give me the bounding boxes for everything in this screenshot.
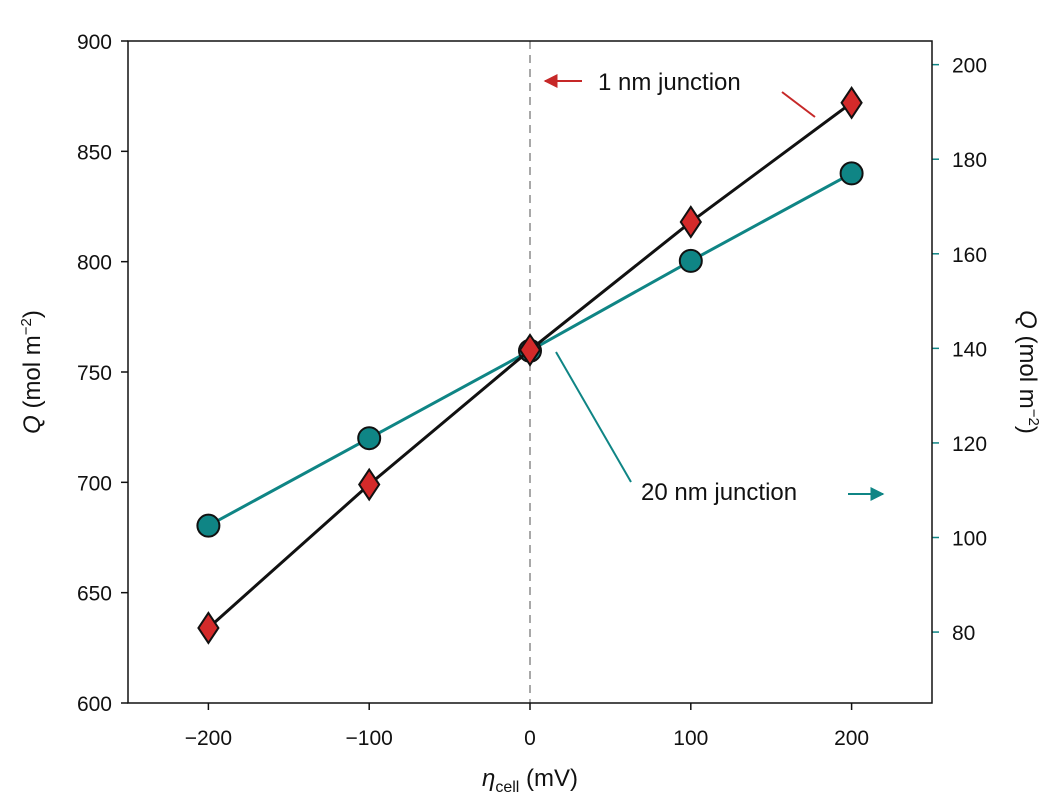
y-right-tick-label: 200 [952,55,987,78]
y-right-tick-labels: 80 100 120 140 160 180 200 [952,55,987,645]
x-tick-labels: −200 −100 0 100 200 [185,727,869,750]
data-point [357,426,382,451]
y-left-tick-label: 850 [77,141,112,164]
plot-frame [127,40,933,704]
data-point [679,205,703,239]
y-right-tick-label: 80 [952,622,975,645]
y-right-tick-label: 120 [952,433,987,456]
axis-ticks [121,40,939,710]
series-layer [196,85,864,645]
one-nm-annotation: 1 nm junction [598,69,741,96]
twenty-nm-annotation: 20 nm junction [641,479,797,506]
y-left-tick-label: 650 [77,583,112,606]
data-point [357,467,381,502]
data-point [840,85,863,120]
x-tick-label: 0 [524,727,536,750]
y-right-tick-label: 140 [952,338,987,361]
y-right-tick-label: 100 [952,528,987,551]
y-right-tick-label: 180 [952,149,987,172]
y-left-tick-label: 700 [77,472,112,495]
x-tick-label: 100 [673,727,708,750]
data-point [197,611,220,645]
x-tick-label: 200 [834,727,869,750]
x-tick-label: −100 [346,727,393,750]
x-axis-title: ηcell (mV) [482,765,578,796]
y-left-axis-title: Q (mol m−2) [18,310,46,434]
data-point [678,248,703,273]
one-nm-pointer [781,91,816,118]
y-left-tick-label: 600 [77,693,112,716]
y-left-tick-labels: 600 650 700 750 800 850 900 [77,31,112,716]
y-right-tick-label: 160 [952,244,987,267]
twenty-nm-pointer [555,351,632,483]
y-left-tick-label: 750 [77,362,112,385]
data-point [196,513,221,538]
y-right-axis-title: Q (mol m−2) [1014,310,1042,434]
x-tick-label: −200 [185,727,232,750]
data-point [518,333,542,367]
data-point [839,161,864,186]
y-left-tick-label: 800 [77,252,112,275]
y-left-tick-label: 900 [77,31,112,54]
series-1-nm-junction [197,85,863,645]
